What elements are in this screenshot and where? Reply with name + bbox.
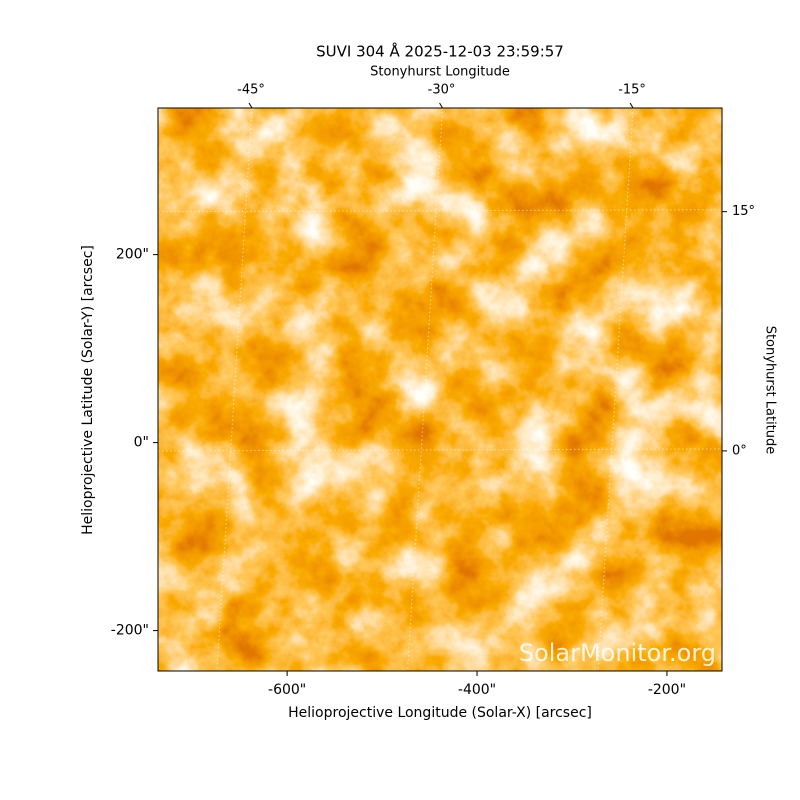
- y-axis-label: Helioprojective Latitude (Solar-Y) [arcs…: [80, 245, 96, 535]
- x-tick-label: -600": [268, 682, 306, 698]
- x2-tick: [629, 102, 634, 109]
- x2-tick-label: -15°: [618, 83, 646, 98]
- x2-axis-label: Stonyhurst Longitude: [370, 65, 510, 80]
- y-tick-label: 200": [116, 247, 149, 263]
- x-tick-label: -400": [458, 682, 496, 698]
- x-tick-label: -200": [648, 682, 686, 698]
- y2-axis-label: Stonyhurst Latitude: [763, 326, 778, 455]
- x2-tick: [439, 102, 443, 109]
- solar-image-texture: [158, 108, 722, 671]
- y2-tick-label: 0°: [732, 443, 747, 458]
- x2-tick-label: -45°: [237, 83, 265, 98]
- x-axis-label: Helioprojective Longitude (Solar-X) [arc…: [288, 705, 592, 721]
- plot-frame: [157, 107, 723, 672]
- y-tick-label: 0": [134, 435, 149, 451]
- x2-tick: [248, 102, 253, 109]
- y2-tick-label: 15°: [732, 204, 755, 219]
- watermark: SolarMonitor.org: [519, 639, 716, 667]
- x2-tick-label: -30°: [428, 83, 456, 98]
- y-tick-label: -200": [111, 623, 149, 639]
- chart-title: SUVI 304 Å 2025-12-03 23:59:57: [316, 42, 564, 61]
